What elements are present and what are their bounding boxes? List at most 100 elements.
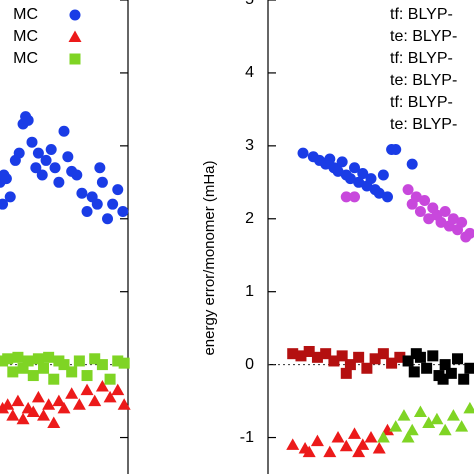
point — [297, 147, 309, 159]
point — [376, 431, 390, 443]
point — [377, 169, 389, 181]
point — [62, 151, 74, 163]
point — [344, 173, 356, 185]
point — [339, 439, 353, 452]
point — [48, 373, 60, 385]
point — [52, 394, 66, 407]
point — [112, 184, 124, 196]
point — [394, 351, 406, 363]
point — [112, 355, 124, 367]
point — [26, 136, 38, 148]
point — [439, 359, 451, 371]
point — [361, 362, 373, 374]
point — [452, 353, 464, 365]
point — [377, 348, 389, 360]
point — [13, 147, 25, 159]
point — [94, 162, 106, 174]
point — [71, 169, 83, 181]
point — [42, 398, 56, 410]
point — [357, 168, 369, 180]
point — [47, 416, 61, 428]
point — [88, 394, 102, 407]
legend-label: MC — [13, 6, 38, 23]
y-tick-label: 5 — [245, 0, 254, 8]
point — [410, 348, 422, 360]
point — [4, 191, 16, 203]
point — [17, 362, 29, 374]
point — [96, 359, 108, 371]
point — [336, 350, 348, 362]
point — [43, 351, 55, 363]
point — [389, 420, 403, 432]
point — [1, 398, 15, 410]
point — [408, 366, 420, 378]
point — [430, 412, 444, 425]
point — [57, 401, 71, 414]
legend-label: te: BLYP- — [390, 116, 457, 133]
point — [446, 409, 460, 421]
point — [310, 434, 324, 447]
point — [53, 176, 65, 188]
point — [286, 438, 300, 450]
legend-label: tf: BLYP- — [390, 94, 453, 111]
point — [381, 191, 393, 203]
legend-label: te: BLYP- — [390, 28, 457, 45]
point — [49, 162, 61, 174]
point — [31, 390, 45, 403]
y-tick-label: 1 — [245, 283, 254, 300]
point — [421, 362, 433, 374]
point — [295, 350, 307, 362]
point — [303, 345, 315, 357]
point — [320, 348, 332, 360]
point — [22, 355, 34, 367]
point — [0, 198, 9, 210]
point — [455, 420, 469, 432]
point — [91, 198, 103, 210]
point — [414, 205, 426, 217]
point — [390, 143, 402, 155]
point — [369, 353, 381, 365]
point — [12, 351, 24, 363]
point — [89, 353, 101, 365]
point — [328, 355, 340, 367]
point — [6, 409, 20, 421]
point — [340, 191, 352, 203]
y-tick-label: 2 — [245, 210, 254, 227]
point — [76, 187, 88, 199]
point — [402, 355, 414, 367]
point — [386, 357, 398, 369]
point — [32, 147, 44, 159]
point — [438, 423, 452, 436]
point — [103, 390, 117, 403]
point — [463, 401, 474, 414]
point — [117, 205, 129, 217]
point — [437, 373, 449, 385]
point — [422, 416, 436, 428]
point — [80, 383, 94, 396]
point — [435, 216, 447, 228]
point — [104, 373, 116, 385]
point — [447, 213, 459, 225]
y-tick-label: -1 — [240, 429, 254, 446]
point — [27, 370, 39, 382]
point — [36, 169, 48, 181]
point — [302, 445, 316, 458]
point — [117, 398, 131, 410]
point — [95, 379, 109, 392]
point — [332, 165, 344, 177]
point — [373, 187, 385, 199]
legend-marker — [69, 9, 81, 21]
point — [340, 367, 352, 379]
point — [0, 173, 12, 185]
point — [58, 125, 70, 137]
legend-label: te: BLYP- — [390, 72, 457, 89]
legend-label: tf: BLYP- — [390, 6, 453, 23]
point — [32, 353, 44, 365]
point — [30, 162, 42, 174]
point — [11, 394, 25, 407]
point — [7, 366, 19, 378]
legend-marker — [68, 30, 82, 42]
point — [324, 153, 336, 165]
point — [456, 216, 468, 228]
